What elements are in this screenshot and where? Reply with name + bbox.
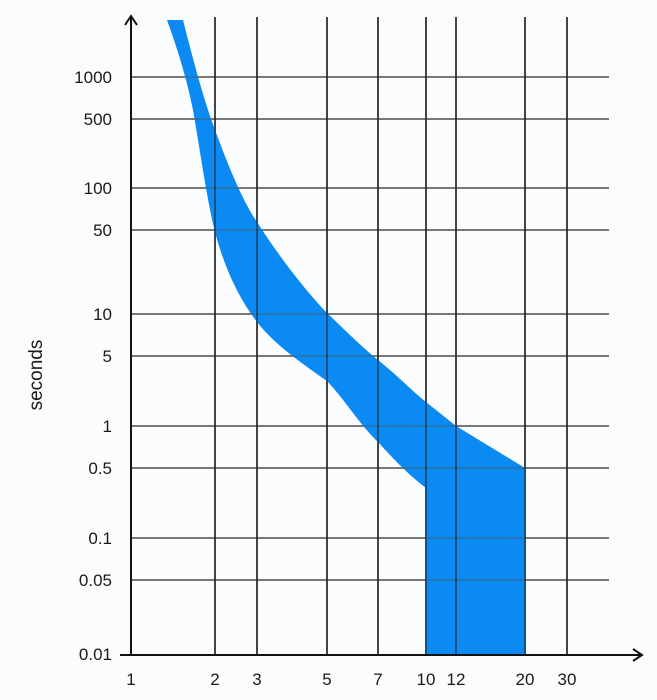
y-tick-label: 50 (93, 221, 112, 240)
x-tick-label: 30 (558, 670, 577, 689)
trip-time-band (167, 20, 525, 654)
x-tick-label: 7 (373, 670, 382, 689)
x-tick-label: 3 (252, 670, 261, 689)
y-tick-label: 0.01 (79, 645, 112, 664)
y-tick-label: 1 (103, 417, 112, 436)
y-tick-label: 100 (84, 179, 112, 198)
y-axis-arrow-icon (124, 14, 138, 26)
x-tick-label: 2 (210, 670, 219, 689)
x-axis-arrow-icon (632, 648, 644, 662)
axes (120, 14, 644, 662)
y-tick-labels: 1000 500 100 50 10 5 1 0.5 0.1 0.05 0.01 (74, 68, 112, 664)
y-tick-label: 1000 (74, 68, 112, 87)
x-tick-label: 10 (417, 670, 436, 689)
x-tick-label: 5 (322, 670, 331, 689)
x-tick-label: 12 (447, 670, 466, 689)
y-tick-label: 0.05 (79, 571, 112, 590)
gridlines-over-band (131, 17, 609, 654)
y-tick-label: 10 (93, 305, 112, 324)
x-tick-labels: 1 2 3 5 7 10 12 20 30 (126, 670, 576, 689)
x-tick-label: 20 (516, 670, 535, 689)
y-tick-label: 0.1 (88, 529, 112, 548)
y-tick-label: 0.5 (88, 459, 112, 478)
y-axis-title: seconds (26, 340, 47, 411)
y-tick-label: 5 (103, 347, 112, 366)
y-tick-label: 500 (84, 110, 112, 129)
x-tick-label: 1 (126, 670, 135, 689)
